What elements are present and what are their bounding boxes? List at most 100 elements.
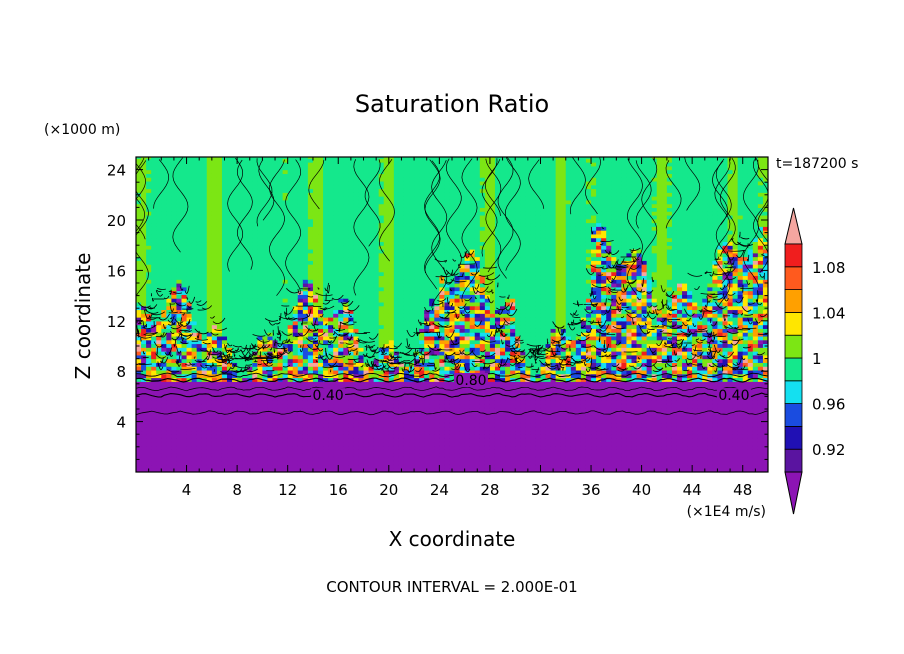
field-cell <box>318 230 324 235</box>
time-label: t=187200 s <box>776 156 858 172</box>
field-cell <box>348 400 355 405</box>
field-cell <box>393 211 400 216</box>
field-cell <box>136 313 142 318</box>
field-cell <box>216 279 223 284</box>
field-cell <box>358 441 365 447</box>
field-cell <box>368 245 375 250</box>
field-cell <box>373 196 380 201</box>
field-cell <box>156 456 162 462</box>
field-cell <box>232 369 238 375</box>
field-cell <box>196 214 203 220</box>
field-cell <box>136 437 142 443</box>
field-cell <box>262 328 269 333</box>
field-cell <box>211 279 218 284</box>
field-cell <box>146 214 152 220</box>
field-cell <box>312 301 319 307</box>
field-cell <box>302 392 309 397</box>
field-cell <box>429 339 435 345</box>
field-cell <box>292 464 299 469</box>
field-cell <box>161 294 167 299</box>
field-cell <box>419 426 425 432</box>
field-cell <box>267 294 274 299</box>
field-cell <box>186 218 193 224</box>
field-cell <box>211 377 218 382</box>
field-cell <box>383 339 390 345</box>
field-cell <box>429 290 435 295</box>
field-cell <box>242 468 248 472</box>
field-cell <box>237 275 243 280</box>
field-cell <box>383 411 390 416</box>
field-cell <box>242 298 248 303</box>
field-cell <box>166 173 172 178</box>
field-cell <box>151 392 157 397</box>
field-cell <box>151 248 157 254</box>
field-cell <box>292 411 299 416</box>
field-cell <box>378 320 385 326</box>
field-cell <box>242 233 248 239</box>
field-cell <box>393 468 400 472</box>
field-cell <box>186 351 193 356</box>
field-cell <box>176 214 183 220</box>
field-cell <box>353 362 360 367</box>
field-cell <box>257 317 263 322</box>
field-cell <box>171 445 178 450</box>
field-cell <box>333 422 339 428</box>
field-cell <box>232 290 238 295</box>
field-cell <box>403 192 410 197</box>
field-cell <box>323 165 329 171</box>
field-cell <box>211 199 218 205</box>
field-cell <box>368 199 375 205</box>
field-cell <box>378 203 385 208</box>
field-cell <box>196 441 203 447</box>
field-cell <box>424 456 430 462</box>
field-cell <box>403 317 410 322</box>
field-cell <box>166 279 172 284</box>
field-cell <box>403 203 410 208</box>
field-cell <box>419 245 425 250</box>
field-cell <box>363 441 370 447</box>
field-cell <box>262 301 269 307</box>
field-cell <box>323 184 329 190</box>
field-cell <box>156 233 162 239</box>
field-cell <box>338 184 344 190</box>
field-cell <box>151 196 157 201</box>
field-cell <box>242 267 248 273</box>
field-cell <box>267 283 274 288</box>
field-cell <box>161 468 167 472</box>
field-cell <box>353 468 360 472</box>
field-cell <box>277 252 284 258</box>
field-cell <box>368 184 375 190</box>
field-cell <box>181 241 188 246</box>
field-cell <box>277 430 284 435</box>
field-cell <box>272 437 279 443</box>
field-cell <box>201 343 208 348</box>
field-cell <box>262 430 269 435</box>
field-cell <box>338 237 344 243</box>
field-cell <box>191 173 198 178</box>
field-cell <box>186 248 193 254</box>
field-cell <box>166 286 172 292</box>
field-cell <box>237 328 243 333</box>
field-cell <box>282 222 289 227</box>
field-cell <box>221 320 228 326</box>
field-cell <box>206 241 213 246</box>
field-cell <box>277 279 284 284</box>
field-cell <box>282 252 289 258</box>
field-cell <box>343 286 349 292</box>
field-cell <box>262 275 269 280</box>
field-cell <box>323 267 329 273</box>
field-cell <box>398 283 405 288</box>
field-cell <box>247 275 253 280</box>
field-cell <box>196 400 203 405</box>
field-cell <box>363 252 370 258</box>
field-cell <box>232 400 238 405</box>
field-cell <box>211 283 218 288</box>
field-cell <box>368 214 375 220</box>
field-cell <box>368 279 375 284</box>
field-cell <box>171 271 178 277</box>
field-cell <box>323 339 329 345</box>
field-cell <box>287 169 294 174</box>
field-cell <box>383 279 390 284</box>
field-cell <box>252 407 258 413</box>
field-cell <box>176 203 183 208</box>
